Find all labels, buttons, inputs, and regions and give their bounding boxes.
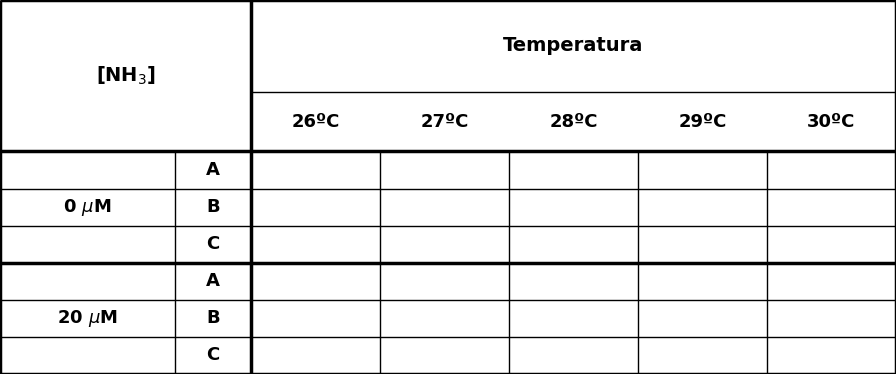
Text: A: A (206, 272, 220, 290)
Text: [NH$_3$]: [NH$_3$] (96, 65, 155, 87)
Text: 27ºC: 27ºC (420, 113, 469, 131)
Text: 29ºC: 29ºC (678, 113, 727, 131)
Text: Temperatura: Temperatura (504, 36, 643, 55)
Text: 0 $\mu$M: 0 $\mu$M (63, 197, 112, 218)
Text: 30ºC: 30ºC (807, 113, 856, 131)
Text: 20 $\mu$M: 20 $\mu$M (56, 308, 118, 329)
Text: B: B (206, 309, 220, 327)
Text: C: C (206, 346, 220, 364)
Text: B: B (206, 198, 220, 216)
Text: 26ºC: 26ºC (291, 113, 340, 131)
Text: A: A (206, 161, 220, 179)
Text: C: C (206, 235, 220, 253)
Text: 28ºC: 28ºC (549, 113, 598, 131)
